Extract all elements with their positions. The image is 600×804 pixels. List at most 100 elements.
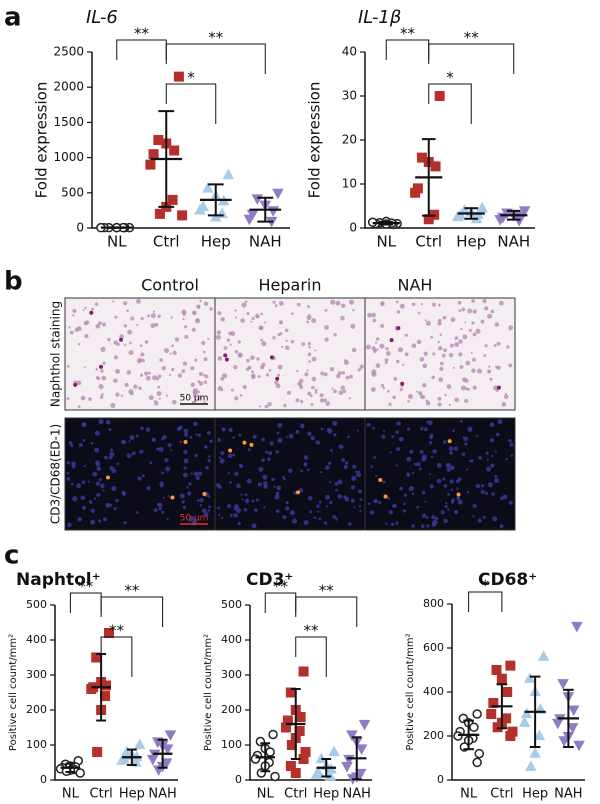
data-point (513, 215, 525, 227)
cell (308, 314, 311, 317)
cell (148, 395, 154, 401)
cell (88, 397, 92, 401)
cell (217, 484, 222, 489)
cell (137, 358, 142, 364)
cell (470, 351, 473, 354)
cell (460, 385, 466, 391)
cell (84, 333, 89, 339)
cell (323, 521, 328, 525)
x-tick-label: NAH (554, 787, 582, 802)
cell (252, 434, 257, 439)
micrograph (64, 297, 216, 411)
cell (129, 341, 132, 345)
chart-title: CD3⁺ (246, 570, 293, 590)
cell (472, 385, 477, 390)
cell (448, 352, 454, 358)
cell (344, 465, 347, 468)
cell (247, 448, 251, 452)
row-label: CD3/CD68(ED-1) (49, 424, 63, 524)
data-point (346, 730, 358, 741)
cell (496, 365, 501, 370)
y-tick-label: 10 (342, 177, 357, 191)
cell (445, 462, 451, 469)
cell (437, 346, 443, 351)
cell (458, 339, 463, 344)
cell (454, 336, 459, 340)
cell (272, 300, 276, 304)
cell (116, 342, 120, 346)
data-point (92, 747, 103, 757)
cell (109, 451, 115, 457)
cell (297, 381, 303, 387)
cell (72, 496, 78, 502)
cell (110, 448, 114, 452)
cell (193, 421, 198, 427)
cell (429, 484, 434, 489)
data-point (537, 650, 550, 661)
stained-cell (496, 385, 501, 390)
cell (421, 457, 427, 462)
data-point (533, 729, 546, 741)
cell (299, 423, 305, 429)
cell (295, 430, 300, 434)
cell (484, 306, 489, 311)
significance-label: ** (464, 29, 480, 47)
cell (87, 480, 90, 483)
cell (95, 481, 100, 486)
cell (425, 399, 429, 402)
significance-bracket (100, 596, 164, 627)
cell (124, 344, 127, 347)
x-tick-label: NL (107, 233, 127, 251)
cell (238, 353, 243, 358)
significance-label: ** (319, 582, 335, 600)
cell (310, 402, 314, 406)
data-point (164, 730, 177, 741)
cell (465, 360, 471, 366)
data-point (310, 768, 323, 779)
cell (324, 337, 329, 342)
cell (371, 312, 376, 318)
data-point (222, 168, 235, 180)
cell (244, 300, 248, 304)
cell (323, 398, 328, 403)
cell (227, 471, 230, 475)
cell (308, 345, 311, 349)
cell (101, 375, 107, 381)
data-point (518, 206, 531, 217)
cell (458, 352, 463, 357)
cell (95, 462, 101, 467)
cell (429, 433, 434, 438)
cell (184, 325, 188, 329)
cell (76, 326, 82, 332)
cell (437, 303, 441, 307)
cell (422, 383, 427, 388)
cell (229, 481, 232, 485)
cell (129, 435, 135, 441)
cell (415, 390, 419, 393)
cell (69, 330, 74, 335)
cell (508, 325, 514, 330)
cell (497, 419, 503, 425)
y-tick-label: 1500 (53, 115, 84, 129)
cell (457, 499, 463, 505)
cell (472, 504, 477, 509)
significance-bracket (428, 43, 515, 74)
stained-cell (275, 376, 280, 381)
data-point (505, 731, 516, 741)
cell (389, 451, 392, 454)
cell (183, 466, 186, 469)
cell (402, 509, 407, 513)
cell (217, 385, 223, 391)
stained-cell (295, 490, 300, 495)
cell (207, 509, 211, 512)
cell (349, 374, 353, 379)
cell (327, 400, 330, 404)
cell (450, 317, 456, 323)
cell (268, 451, 273, 456)
cell (314, 391, 318, 394)
cell (138, 386, 142, 390)
cell (350, 323, 356, 329)
cell (167, 495, 170, 498)
data-point (209, 211, 222, 222)
cell (371, 369, 377, 375)
